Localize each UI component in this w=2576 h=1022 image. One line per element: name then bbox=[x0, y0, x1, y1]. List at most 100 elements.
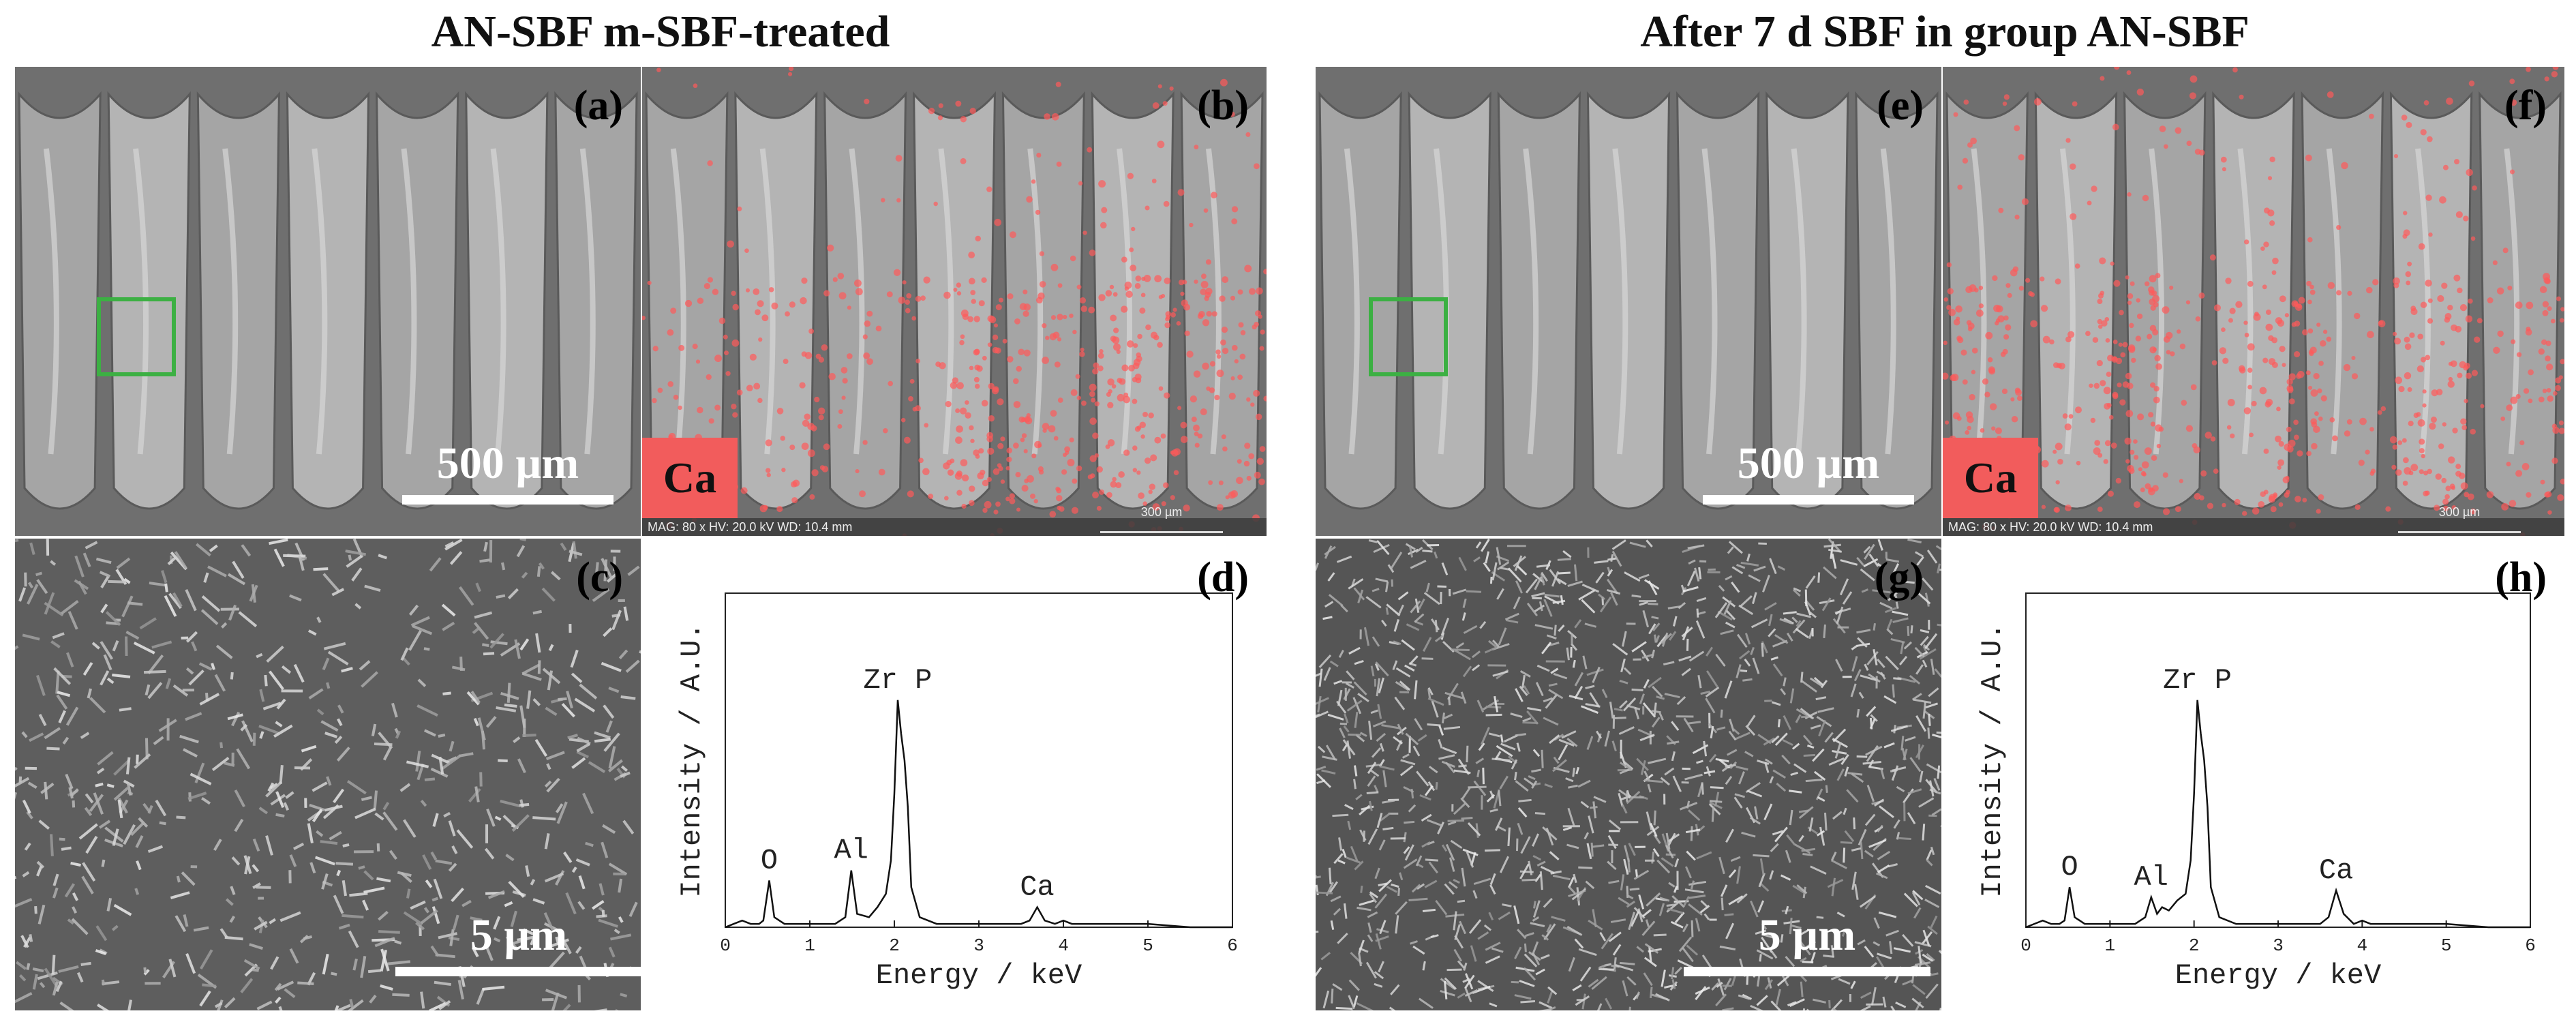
crystal-flake bbox=[1599, 931, 1607, 942]
ca-signal-dot bbox=[1093, 362, 1100, 369]
crystal-flake bbox=[1572, 984, 1582, 991]
crystal-flake bbox=[1930, 659, 1935, 675]
crystal-flake bbox=[1856, 708, 1860, 718]
crystal-flake bbox=[430, 851, 438, 860]
crystal-flake bbox=[1909, 757, 1922, 772]
crystal-flake bbox=[608, 946, 616, 958]
crystal-flake bbox=[1847, 772, 1863, 776]
ca-signal-dot bbox=[2307, 328, 2314, 334]
scale-bar: 5 µm bbox=[1684, 907, 1930, 989]
ca-signal-dot bbox=[2103, 387, 2111, 395]
crystal-flake bbox=[1316, 562, 1320, 571]
ca-signal-dot bbox=[2005, 324, 2012, 331]
crystal-flake bbox=[1858, 828, 1867, 846]
ca-signal-dot bbox=[2560, 359, 2564, 365]
ca-signal-dot bbox=[2087, 200, 2092, 206]
crystal-flake bbox=[1609, 702, 1614, 719]
ca-signal-dot bbox=[2310, 389, 2318, 397]
crystal-flake bbox=[1854, 884, 1859, 900]
crystal-flake bbox=[130, 822, 144, 837]
ca-signal-dot bbox=[1993, 304, 2001, 312]
crystal-flake bbox=[185, 631, 198, 643]
ca-signal-dot bbox=[1042, 357, 1049, 364]
crystal-flake bbox=[1370, 665, 1375, 677]
crystal-flake bbox=[603, 627, 613, 637]
crystal-flake bbox=[1776, 975, 1790, 987]
scaffold-strut bbox=[1497, 91, 1581, 510]
ca-signal-dot bbox=[2003, 315, 2009, 321]
crystal-flake bbox=[1401, 753, 1410, 759]
crystal-flake bbox=[1836, 606, 1844, 625]
crystal-flake bbox=[1800, 957, 1807, 963]
crystal-flake bbox=[195, 543, 211, 557]
ca-signal-dot bbox=[924, 423, 929, 428]
mini-scale-text: 300 µm bbox=[2438, 505, 2481, 519]
ca-signal-dot bbox=[2162, 472, 2168, 478]
ca-signal-dot bbox=[2126, 70, 2132, 75]
crystal-flake bbox=[1355, 734, 1365, 742]
ca-signal-dot bbox=[2393, 153, 2399, 159]
ca-signal-dot bbox=[2440, 340, 2445, 346]
crystal-flake bbox=[1920, 635, 1929, 646]
crystal-flake bbox=[1831, 553, 1837, 569]
crystal-flake bbox=[1653, 810, 1656, 826]
crystal-flake bbox=[1378, 961, 1384, 973]
crystal-flake bbox=[301, 745, 317, 753]
ca-signal-dot bbox=[1013, 442, 1019, 449]
ca-signal-dot bbox=[906, 293, 912, 299]
ca-signal-dot bbox=[953, 288, 958, 292]
crystal-flake bbox=[1649, 987, 1653, 999]
crystal-flake bbox=[15, 898, 33, 908]
crystal-flake bbox=[1575, 766, 1580, 775]
ca-signal-dot bbox=[1943, 372, 1949, 380]
x-tick-label: 0 bbox=[2020, 935, 2031, 956]
ca-signal-dot bbox=[1080, 305, 1088, 312]
crystal-flake bbox=[117, 799, 123, 819]
crystal-flake bbox=[1818, 719, 1826, 737]
crystal-flake bbox=[101, 979, 106, 986]
ca-signal-dot bbox=[1051, 112, 1059, 121]
ca-signal-dot bbox=[1130, 265, 1137, 271]
crystal-flake bbox=[74, 579, 89, 590]
ca-signal-dot bbox=[2506, 462, 2511, 467]
crystal-flake bbox=[243, 959, 260, 970]
ca-signal-dot bbox=[2040, 276, 2045, 282]
crystal-flake bbox=[451, 887, 464, 903]
ca-signal-dot bbox=[1228, 491, 1236, 499]
x-tick-label: 5 bbox=[1142, 935, 1153, 956]
crystal-flake bbox=[1661, 857, 1674, 867]
ca-signal-dot bbox=[1256, 457, 1264, 465]
ca-signal-dot bbox=[2194, 149, 2201, 155]
crystal-flake bbox=[1453, 802, 1466, 815]
crystal-flake bbox=[65, 706, 79, 726]
crystal-flake bbox=[1581, 599, 1596, 614]
ca-signal-dot bbox=[2222, 357, 2229, 364]
crystal-flake bbox=[394, 940, 402, 945]
crystal-flake bbox=[85, 835, 98, 854]
ca-signal-dot bbox=[2427, 136, 2433, 142]
crystal-flake bbox=[1770, 843, 1779, 852]
crystal-flake bbox=[1473, 877, 1491, 885]
ca-signal-dot bbox=[1078, 181, 1083, 186]
crystal-flake bbox=[1861, 588, 1869, 593]
ca-signal-dot bbox=[1982, 378, 1989, 385]
crystal-flake bbox=[1410, 940, 1418, 945]
scaffold-strut bbox=[2301, 91, 2384, 510]
crystal-flake bbox=[1608, 931, 1622, 942]
ca-signal-dot bbox=[969, 485, 975, 492]
ca-signal-dot bbox=[1193, 370, 1201, 378]
crystal-flake bbox=[1772, 701, 1781, 706]
ca-signal-dot bbox=[2557, 494, 2564, 501]
ca-signal-dot bbox=[2076, 460, 2081, 466]
crystal-flake bbox=[1596, 730, 1603, 739]
ca-signal-dot bbox=[1138, 492, 1145, 499]
crystal-flake bbox=[1917, 592, 1931, 605]
ca-signal-dot bbox=[1240, 330, 1246, 335]
crystal-flake bbox=[1333, 907, 1342, 916]
ca-signal-dot bbox=[2515, 470, 2523, 477]
crystal-flake bbox=[1562, 550, 1572, 558]
ca-signal-dot bbox=[761, 314, 769, 322]
crystal-flake bbox=[1915, 664, 1924, 675]
crystal-flake bbox=[1653, 834, 1661, 844]
crystal-flake bbox=[1681, 946, 1694, 963]
